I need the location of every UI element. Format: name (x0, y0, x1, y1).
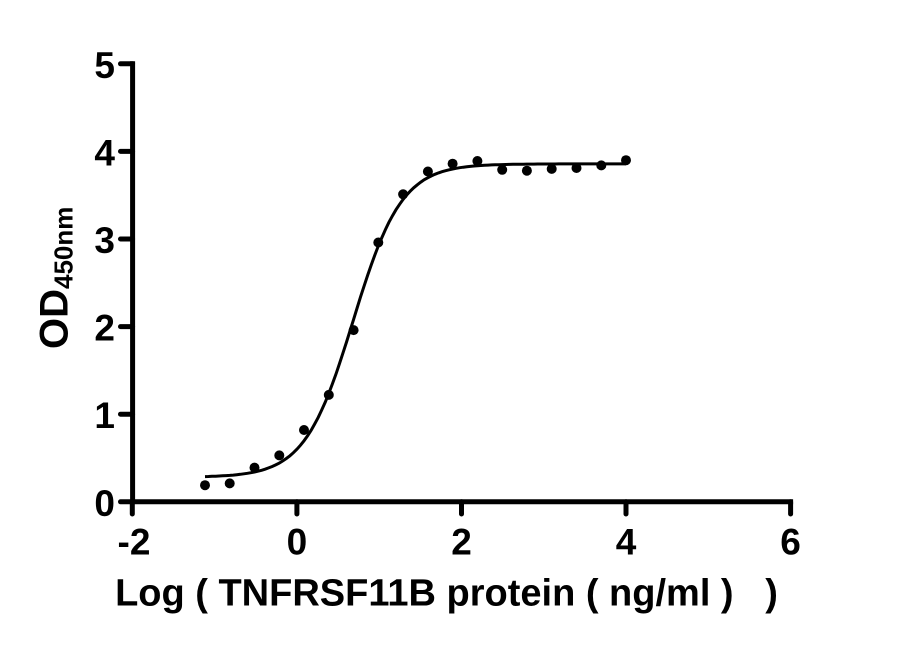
svg-text:-2: -2 (118, 522, 151, 563)
svg-text:4: 4 (616, 522, 637, 563)
svg-text:0: 0 (94, 483, 115, 524)
svg-text:1: 1 (94, 395, 115, 436)
svg-text:6: 6 (780, 522, 801, 563)
svg-text:5: 5 (94, 45, 115, 86)
svg-text:4: 4 (94, 132, 115, 173)
svg-text:3: 3 (94, 220, 115, 261)
svg-text:0: 0 (287, 522, 308, 563)
svg-text:2: 2 (451, 522, 472, 563)
svg-text:Log ( TNFRSF11B protein ( ng/m: Log ( TNFRSF11B protein ( ng/ml ) ) (115, 573, 778, 615)
svg-text:2: 2 (94, 308, 115, 349)
